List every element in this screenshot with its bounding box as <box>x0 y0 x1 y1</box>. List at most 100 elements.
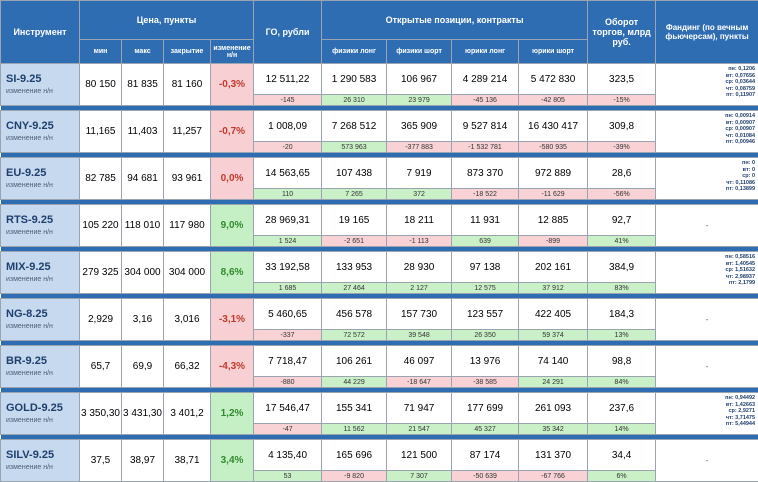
phys-long-delta: 573 963 <box>322 142 387 153</box>
turnover-value: 323,5 <box>588 64 656 95</box>
price-close: 81 160 <box>164 64 211 106</box>
price-change: 0,0% <box>211 158 254 200</box>
phys-long-delta: -2 651 <box>322 236 387 247</box>
price-close: 93 961 <box>164 158 211 200</box>
turnover-delta: -15% <box>588 95 656 106</box>
go-value: 1 008,09 <box>254 111 322 142</box>
jur-short-value: 12 885 <box>519 205 588 236</box>
price-close: 66,32 <box>164 346 211 388</box>
turnover-value: 384,9 <box>588 252 656 283</box>
instrument-subtitle: изменение н/н <box>6 417 79 424</box>
phys-short-value: 71 947 <box>387 393 452 424</box>
phys-long-delta: 27 464 <box>322 283 387 294</box>
instrument-ticker: RTS-9.25 <box>6 214 79 226</box>
phys-short-value: 157 730 <box>387 299 452 330</box>
jur-short-delta: 37 912 <box>519 283 588 294</box>
instrument-subtitle: изменение н/н <box>6 323 79 330</box>
header-open-positions: Открытые позиции, контракты <box>322 1 588 40</box>
turnover-delta: -39% <box>588 142 656 153</box>
header-max: макс <box>122 40 164 64</box>
price-max: 81 835 <box>122 64 164 106</box>
jur-short-value: 131 370 <box>519 440 588 471</box>
phys-long-delta: 26 310 <box>322 95 387 106</box>
price-max: 3,16 <box>122 299 164 341</box>
jur-short-value: 261 093 <box>519 393 588 424</box>
phys-long-value: 133 953 <box>322 252 387 283</box>
instrument-ticker: NG-8.25 <box>6 308 79 320</box>
go-value: 5 460,65 <box>254 299 322 330</box>
price-close: 3,016 <box>164 299 211 341</box>
turnover-delta: 83% <box>588 283 656 294</box>
phys-short-delta: 21 547 <box>387 424 452 435</box>
funding-cell: - <box>656 299 758 341</box>
instrument-ticker: GOLD-9.25 <box>6 402 79 414</box>
price-max: 304 000 <box>122 252 164 294</box>
header-price: Цена, пункты <box>80 1 254 40</box>
jur-long-delta: 12 575 <box>452 283 519 294</box>
turnover-delta: 13% <box>588 330 656 341</box>
turnover-delta: -56% <box>588 189 656 200</box>
phys-short-delta: -18 647 <box>387 377 452 388</box>
instrument-cell: NG-8.25 изменение н/н <box>1 299 80 341</box>
price-close: 117 980 <box>164 205 211 247</box>
header-jur-long: юрики лонг <box>452 40 519 64</box>
jur-short-value: 202 161 <box>519 252 588 283</box>
turnover-value: 34,4 <box>588 440 656 471</box>
phys-short-delta: 39 548 <box>387 330 452 341</box>
jur-long-value: 9 527 814 <box>452 111 519 142</box>
funding-cell: - <box>656 346 758 388</box>
jur-long-value: 177 699 <box>452 393 519 424</box>
header-jur-short: юрики шорт <box>519 40 588 64</box>
go-value: 33 192,58 <box>254 252 322 283</box>
phys-long-value: 456 578 <box>322 299 387 330</box>
price-min: 80 150 <box>80 64 122 106</box>
turnover-value: 184,3 <box>588 299 656 330</box>
jur-short-delta: -11 629 <box>519 189 588 200</box>
funding-line: пт: 0,00946 <box>656 139 755 146</box>
price-change: -0,7% <box>211 111 254 153</box>
jur-long-value: 97 138 <box>452 252 519 283</box>
jur-short-delta: -67 766 <box>519 471 588 482</box>
phys-long-delta: 11 562 <box>322 424 387 435</box>
jur-long-value: 13 976 <box>452 346 519 377</box>
go-delta: -47 <box>254 424 322 435</box>
phys-long-delta: 7 265 <box>322 189 387 200</box>
funding-cell: - <box>656 440 758 482</box>
price-min: 105 220 <box>80 205 122 247</box>
header-change: изменение н/н <box>211 40 254 64</box>
price-max: 69,9 <box>122 346 164 388</box>
turnover-value: 28,6 <box>588 158 656 189</box>
header-close: закрытие <box>164 40 211 64</box>
jur-long-delta: -45 136 <box>452 95 519 106</box>
header-go: ГО, рубли <box>254 1 322 64</box>
phys-long-delta: -9 820 <box>322 471 387 482</box>
jur-long-delta: 26 350 <box>452 330 519 341</box>
turnover-value: 309,8 <box>588 111 656 142</box>
funding-line: пт: 0,13899 <box>656 186 755 193</box>
phys-short-value: 106 967 <box>387 64 452 95</box>
phys-long-value: 1 290 583 <box>322 64 387 95</box>
go-value: 17 546,47 <box>254 393 322 424</box>
header-min: мин <box>80 40 122 64</box>
price-max: 118 010 <box>122 205 164 247</box>
price-min: 37,5 <box>80 440 122 482</box>
phys-short-value: 365 909 <box>387 111 452 142</box>
header-instrument: Инструмент <box>1 1 80 64</box>
price-change: 9,0% <box>211 205 254 247</box>
go-value: 14 563,65 <box>254 158 322 189</box>
phys-short-value: 18 211 <box>387 205 452 236</box>
instrument-subtitle: изменение н/н <box>6 229 79 236</box>
